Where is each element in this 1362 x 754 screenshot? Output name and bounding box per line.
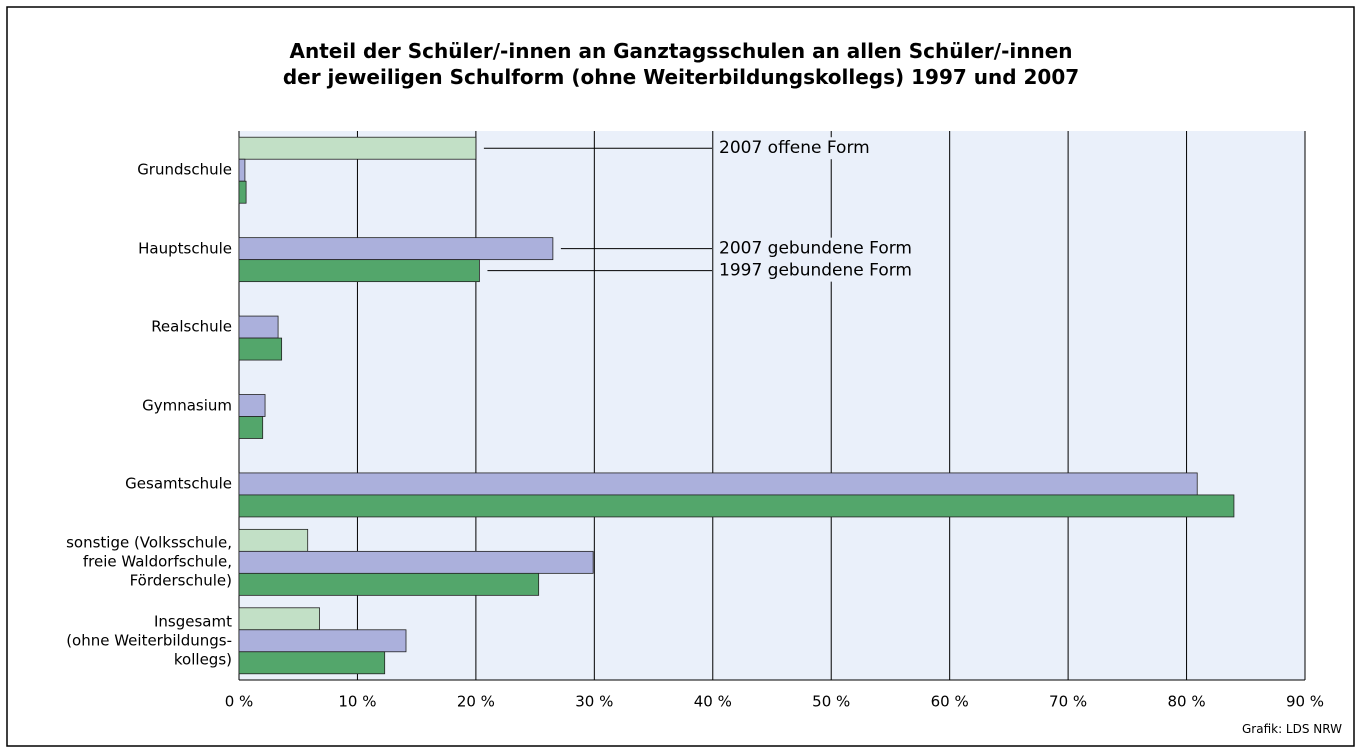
bar bbox=[238, 394, 266, 417]
legend-label-bg bbox=[714, 237, 946, 260]
legend-label: 1997 gebundene Form bbox=[719, 261, 912, 281]
y-tick-label: sonstige (Volksschule, freie Waldorfschu… bbox=[66, 533, 232, 590]
x-tick-label: 40 % bbox=[694, 693, 732, 711]
y-tick-label: Hauptschule bbox=[138, 239, 232, 258]
x-tick-label: 30 % bbox=[575, 693, 613, 711]
x-tick-label: 20 % bbox=[457, 693, 495, 711]
x-tick-label: 50 % bbox=[812, 693, 850, 711]
y-tick-label: Gymnasium bbox=[142, 396, 232, 414]
bar bbox=[238, 259, 480, 283]
legend-label: 2007 offene Form bbox=[719, 138, 870, 158]
bar bbox=[238, 494, 1235, 518]
bar bbox=[238, 136, 477, 160]
bar bbox=[238, 550, 594, 574]
x-tick-label: 80 % bbox=[1168, 693, 1206, 711]
x-tick-label: 90 % bbox=[1286, 693, 1324, 711]
y-tick-label: Gesamtschule bbox=[125, 474, 232, 493]
legend-label: 2007 gebundene Form bbox=[719, 239, 912, 259]
y-tick-label: Realschule bbox=[151, 317, 232, 336]
bar bbox=[238, 315, 279, 339]
bar bbox=[238, 337, 283, 361]
plot-area bbox=[239, 131, 1305, 680]
bar bbox=[238, 237, 554, 261]
x-tick-label: 10 % bbox=[338, 693, 376, 711]
bar bbox=[238, 158, 246, 182]
y-tick-label: Grundschule bbox=[137, 160, 232, 179]
x-tick-label: 0 % bbox=[225, 693, 254, 711]
bar bbox=[238, 180, 247, 204]
bar bbox=[238, 416, 264, 439]
x-tick-label: 60 % bbox=[931, 693, 969, 711]
x-tick-label: 70 % bbox=[1049, 693, 1087, 711]
bar bbox=[238, 629, 407, 653]
legend-label-bg bbox=[714, 259, 946, 282]
y-tick-label: Insgesamt (ohne Weiterbildungs- kollegs) bbox=[66, 612, 232, 669]
bar bbox=[238, 572, 540, 596]
source-note: Grafik: LDS NRW bbox=[1241, 722, 1342, 736]
bar bbox=[238, 528, 309, 552]
bar bbox=[238, 651, 386, 675]
frame bbox=[6, 6, 1355, 747]
bar bbox=[238, 607, 320, 631]
legend-label-bg bbox=[714, 137, 946, 160]
chart-title: Anteil der Schüler/-innen an Ganztagssch… bbox=[282, 39, 1080, 89]
bar bbox=[238, 472, 1198, 496]
